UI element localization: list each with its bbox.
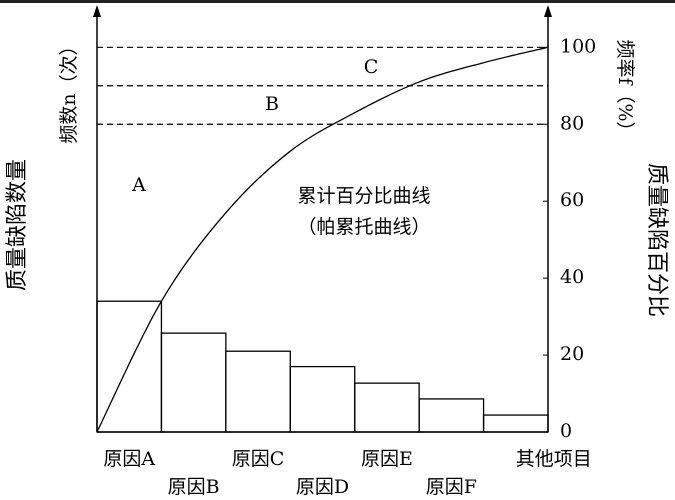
curve-name: 累计百分比曲线 (297, 185, 430, 207)
bar (289, 365, 356, 433)
y2-label: 频率f（%） (614, 39, 636, 140)
y2-tick-label: 40 (560, 266, 584, 288)
y2-tick-label: 60 (560, 189, 584, 211)
x-tick-label: 原因E (361, 448, 413, 470)
curve-subtitle: （帕累托曲线） (297, 216, 430, 238)
x-tick-label: 原因B (168, 476, 220, 498)
y2-tick-label: 80 (560, 112, 584, 134)
x-tick-label: 其他项目 (516, 448, 592, 470)
bar (354, 382, 420, 433)
bar (418, 398, 485, 433)
region-label: C (364, 56, 379, 78)
y-label-outer: 质量缺陷数量 (5, 159, 30, 291)
y-arrow (93, 5, 101, 17)
y2-tick-label: 20 (560, 343, 584, 365)
x-tick-label: 原因C (232, 448, 285, 470)
bar (482, 414, 549, 433)
bar (225, 350, 291, 433)
region-label: B (265, 93, 279, 115)
top-band (0, 0, 675, 3)
cumulative-curve (96, 46, 549, 433)
y2-tick-label: 0 (560, 420, 572, 442)
y2-tick-label: 100 (560, 35, 596, 57)
y-label: 频数n（次） (58, 36, 80, 143)
x-tick-label: 原因A (103, 448, 155, 470)
y2-label-outer: 质量缺陷百分比 (644, 163, 669, 317)
region-label: A (131, 174, 146, 196)
x-tick-label: 原因F (426, 476, 477, 498)
bar (160, 332, 227, 433)
y2-arrow (544, 5, 552, 17)
x-tick-label: 原因D (296, 476, 349, 498)
